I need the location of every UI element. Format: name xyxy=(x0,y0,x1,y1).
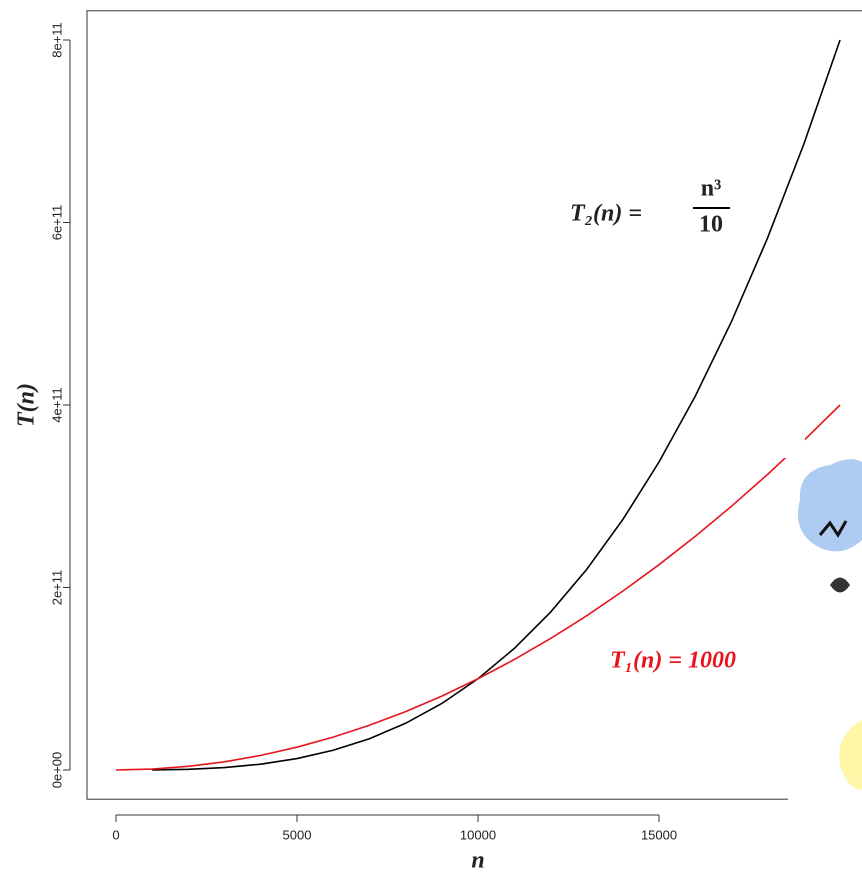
sun xyxy=(839,720,862,790)
x-tick-label: 15000 xyxy=(641,827,677,842)
plot-box xyxy=(86,10,862,800)
annotation: n³ xyxy=(701,176,722,202)
overlay-gap xyxy=(775,438,805,458)
annotation: 10 xyxy=(699,212,723,238)
y-axis-title: T(n) xyxy=(14,383,40,427)
series-line xyxy=(115,404,841,771)
scribble xyxy=(818,520,848,538)
x-tick-label: 0 xyxy=(112,827,119,842)
x-tick-label: 5000 xyxy=(283,827,312,842)
annotation: T₂(n) = xyxy=(570,201,642,227)
x-tick-label: 10000 xyxy=(460,827,496,842)
y-tick-label: 2e+11 xyxy=(49,570,64,606)
plot-marks: 0 5000 10000 15000 0e+00 2e+11 4e+11 6e+11 8e+11 xyxy=(49,22,841,842)
y-tick-label: 8e+11 xyxy=(49,22,64,58)
x-axis-title: n xyxy=(471,848,484,874)
cloud xyxy=(797,459,862,552)
series-line xyxy=(152,39,841,771)
y-tick-label: 4e+11 xyxy=(49,387,64,423)
bee xyxy=(830,577,850,593)
cartoon-overlay xyxy=(775,438,862,879)
y-tick-label: 0e+00 xyxy=(49,752,64,789)
annotation: T₁(n) = 1000 xyxy=(610,648,736,674)
y-tick-label: 6e+11 xyxy=(49,205,64,241)
